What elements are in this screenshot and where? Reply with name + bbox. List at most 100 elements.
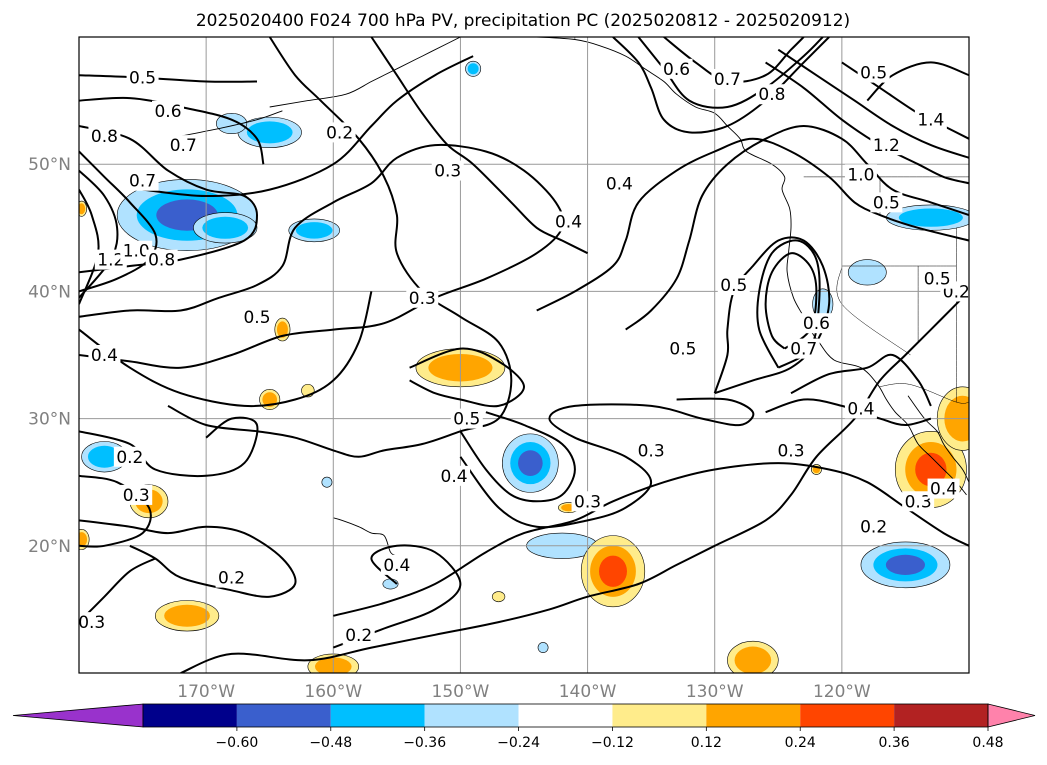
- pv-contours: [79, 37, 969, 673]
- pv-contour-line: [713, 236, 831, 395]
- coastline: [485, 37, 967, 496]
- contour-label: 0.5: [669, 340, 696, 360]
- contour-label: 0.6: [663, 60, 690, 80]
- contour-label-bg: [152, 100, 184, 121]
- contour-label: 0.5: [924, 270, 951, 290]
- contour-label-bg: [113, 446, 146, 467]
- precip-area: [216, 113, 248, 134]
- precip-area: [599, 555, 627, 587]
- contour-label: 0.2: [326, 123, 353, 143]
- contour-label: 0.4: [606, 174, 633, 194]
- colorbar-extend-high: [987, 703, 1036, 728]
- contour-label: 0.6: [154, 102, 181, 122]
- contour-label: 0.8: [91, 127, 118, 147]
- contour-label-bg: [870, 192, 903, 213]
- pv-contour-line: [79, 74, 258, 83]
- precip-area: [467, 63, 479, 75]
- contour-label-bg: [775, 440, 807, 461]
- contour-label: 1.2: [97, 251, 124, 271]
- colorbar-band: [894, 704, 988, 727]
- colorbar-tick-label: 0.48: [972, 735, 1003, 751]
- precip-area: [79, 532, 88, 547]
- precip-area: [276, 321, 288, 338]
- contour-label-bg: [660, 58, 693, 79]
- contour-label-bg: [787, 338, 820, 359]
- colorbar-band: [800, 704, 895, 727]
- lat-tick-label: 40°N: [28, 282, 71, 302]
- contour-label: 0.4: [441, 467, 468, 487]
- contour-label-bg: [571, 491, 604, 512]
- contour-label-bg: [603, 173, 636, 194]
- chart-title: 2025020400 F024 700 hPa PV, precipitatio…: [196, 11, 850, 31]
- contour-label: 0.5: [129, 69, 156, 89]
- precip-area: [537, 642, 549, 653]
- pv-contour-line: [790, 353, 932, 407]
- pv-contour-line: [79, 519, 297, 598]
- contour-label: 0.4: [383, 556, 410, 576]
- pv-contour-line: [180, 290, 969, 673]
- lat-tick-label: 30°N: [28, 410, 71, 430]
- contour-label-bg: [88, 126, 121, 147]
- pv-contour-line: [79, 416, 259, 478]
- contour-label-bg: [857, 516, 890, 537]
- contour-label-bg: [921, 268, 954, 289]
- contour-label-bg: [167, 135, 200, 156]
- pv-contour-line: [625, 124, 969, 331]
- contour-label-bg: [380, 554, 413, 575]
- colorbar-band: [518, 704, 613, 727]
- colorbar-tick-label: −0.24: [497, 735, 540, 751]
- precip-area: [164, 604, 210, 627]
- contour-label: 0.4: [930, 480, 957, 500]
- lon-tick-label: 120°W: [813, 682, 871, 702]
- contour-label: 0.5: [243, 308, 270, 328]
- pv-contour-line: [777, 48, 969, 159]
- contour-label: 0.6: [803, 314, 830, 334]
- contour-label: 0.5: [873, 193, 900, 213]
- contour-label-bg: [406, 287, 439, 308]
- pv-contour-line: [370, 37, 589, 255]
- contour-label: 0.7: [790, 340, 817, 360]
- colorbar-tick-label: 0.36: [879, 735, 910, 751]
- lon-tick-label: 130°W: [686, 682, 744, 702]
- colorbar-tick-label: 0.12: [691, 735, 722, 751]
- contour-label-bg: [126, 170, 159, 191]
- colorbar-band: [143, 704, 237, 727]
- contour-label-bg: [635, 440, 668, 461]
- precip-area: [202, 216, 249, 239]
- contour-label-bg: [120, 240, 153, 261]
- pv-contour-line: [79, 143, 565, 369]
- contour-label: 0.3: [78, 613, 105, 633]
- precip-area: [295, 222, 333, 239]
- contour-label: 1.2: [873, 136, 900, 156]
- contour-label-bg: [241, 306, 273, 327]
- contour-label: 0.8: [148, 251, 175, 271]
- pv-contour-line: [756, 239, 821, 369]
- colorbar: −0.60 −0.48 −0.36 −0.24 −0.12 0.12 0.24 0.36 0.4…: [12, 703, 1036, 751]
- contour-label: 0.4: [91, 346, 118, 366]
- pv-contour-line: [79, 189, 100, 305]
- colorbar-band: [236, 704, 331, 727]
- contour-label-bg: [145, 249, 178, 270]
- precipitation-shading: [79, 60, 969, 673]
- contour-label: 0.4: [847, 399, 874, 419]
- pv-contour-line: [79, 169, 119, 299]
- colorbar-tick-label: −0.36: [403, 735, 446, 751]
- colorbar-frame: [142, 703, 989, 728]
- contour-label: 1.0: [847, 165, 874, 185]
- contour-label-bg: [870, 135, 903, 156]
- pv-contour-line: [333, 462, 969, 617]
- contour-label-bg: [800, 313, 833, 334]
- colorbar-extend-low: [12, 703, 144, 728]
- contour-label: 1.0: [123, 242, 150, 262]
- pv-contour-line: [79, 150, 158, 293]
- map-area: 0.50.60.70.80.71.21.00.80.50.40.20.30.20…: [78, 37, 969, 673]
- coastline: [269, 37, 461, 108]
- precip-area: [847, 259, 887, 286]
- contour-label: 0.2: [116, 448, 143, 468]
- pv-contour-labels: 0.50.60.70.80.71.21.00.80.50.40.20.30.20…: [78, 58, 969, 646]
- pv-contour-line: [536, 137, 969, 312]
- contour-label: 0.3: [409, 289, 436, 309]
- contour-label-bg: [552, 211, 585, 232]
- pv-contour-line: [663, 37, 805, 84]
